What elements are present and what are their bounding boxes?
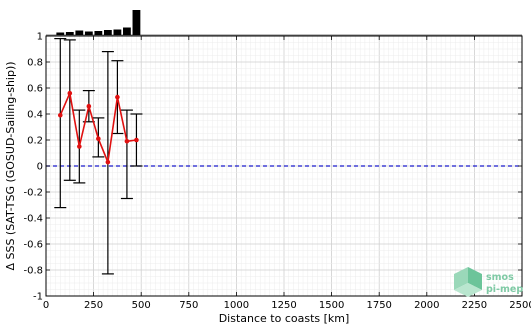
x-tick-label: 2500: [509, 300, 531, 311]
data-point: [96, 136, 101, 141]
x-tick-label: 2000: [414, 300, 439, 311]
x-tick-label: 1750: [366, 300, 391, 311]
data-point: [134, 137, 139, 143]
x-tick-label: 750: [179, 300, 198, 311]
x-tick-label: 1500: [319, 300, 344, 311]
histogram-bar: [94, 31, 103, 35]
data-point: [57, 113, 63, 118]
y-tick-label: -1: [33, 292, 43, 303]
y-tick-label: 0.6: [27, 84, 43, 95]
ticks: 0 250 500 750 1000 1250 1500 1750 2000 2250 2500 -1…: [23, 32, 531, 312]
y-axis-label: Δ SSS (SAT-TSG (GOSUD-Sailing-ship)): [4, 61, 17, 270]
x-tick-label: 250: [84, 300, 103, 311]
histogram-bar: [123, 27, 131, 35]
y-tick-label: 0.2: [27, 136, 43, 147]
x-tick-label: 2250: [462, 300, 487, 311]
histogram-bar: [113, 29, 122, 35]
smos-pimep-logo: smos pi-mep: [454, 267, 523, 297]
y-tick-label: -0.4: [23, 214, 43, 225]
y-tick-label: -0.2: [23, 188, 43, 199]
x-axis-label: Distance to coasts [km]: [219, 312, 350, 325]
logo-text-smos: smos: [486, 272, 514, 283]
logo-icon: [454, 267, 482, 297]
histogram-bar: [65, 32, 74, 35]
y-tick-label: -0.6: [23, 240, 43, 251]
y-tick-label: 1: [37, 32, 43, 43]
x-tick-label: 1250: [271, 300, 296, 311]
data-point: [86, 103, 92, 109]
y-tick-label: 0.8: [27, 58, 43, 69]
x-tick-label: 500: [132, 300, 151, 311]
histogram-bar: [56, 32, 65, 35]
y-tick-label: -0.8: [23, 266, 43, 277]
histogram-bar: [75, 30, 84, 35]
histogram-bar: [84, 31, 93, 35]
series-line: [57, 90, 139, 166]
y-tick-label: 0.4: [27, 110, 43, 121]
data-point: [105, 159, 111, 165]
histogram-bar: [103, 30, 112, 35]
y-tick-label: 0: [37, 162, 43, 173]
data-point: [124, 139, 130, 144]
x-tick-label: 1000: [224, 300, 249, 311]
top-histogram: [46, 10, 522, 36]
data-point: [77, 144, 82, 149]
logo-text-pimep: pi-mep: [486, 284, 523, 295]
x-tick-label: 0: [43, 300, 49, 311]
data-point: [115, 94, 120, 100]
data-point: [67, 90, 73, 96]
histogram-bar: [132, 10, 141, 35]
